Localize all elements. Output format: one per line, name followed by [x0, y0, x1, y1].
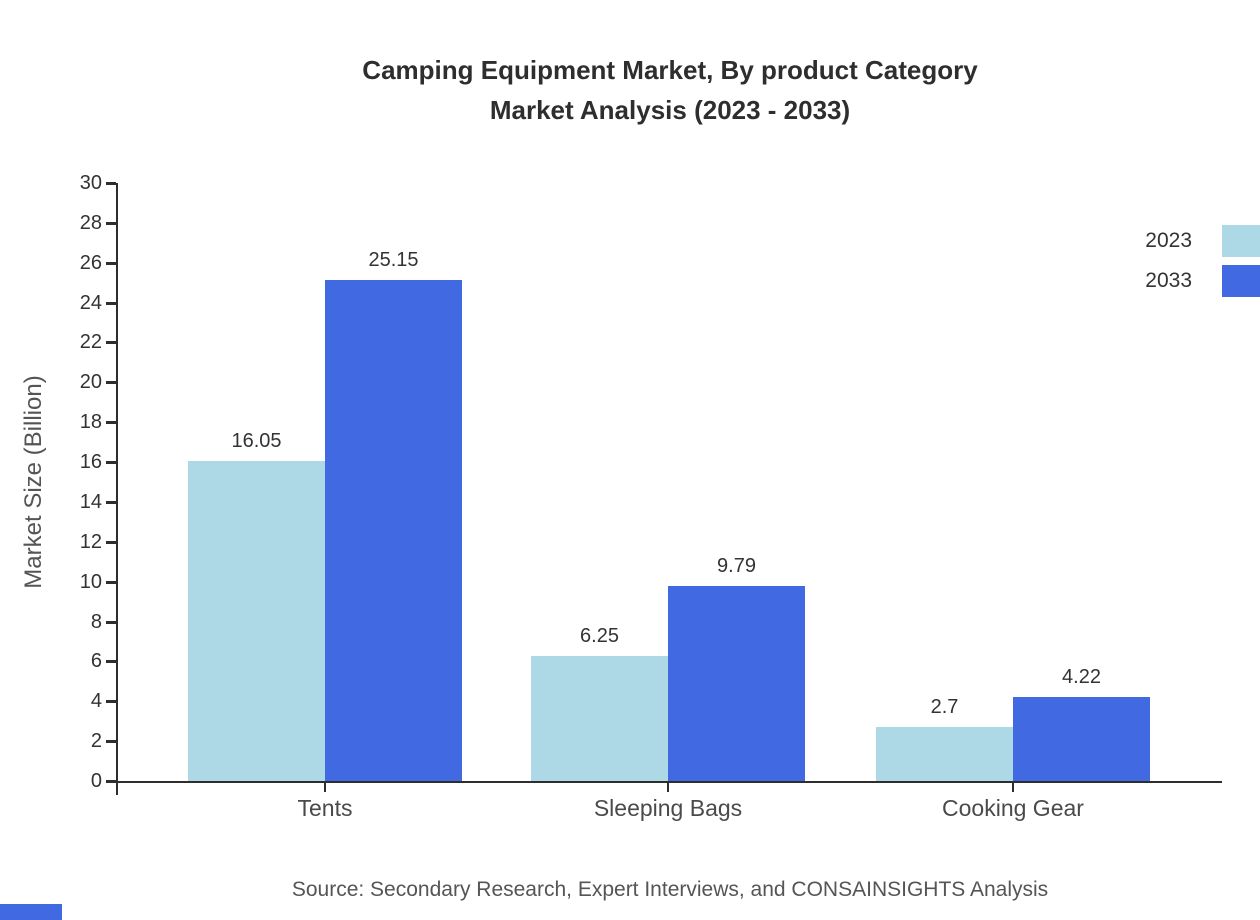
- y-tick-label-30: 30: [79, 172, 102, 194]
- y-tick-label-22: 22: [79, 331, 102, 354]
- bar-sleeping-bags-2023: [531, 656, 668, 781]
- bar-tents-2033: [325, 279, 462, 781]
- y-tick-mark: [106, 580, 116, 584]
- y-tick-mark: [106, 421, 116, 425]
- y-tick-label-6: 6: [90, 650, 102, 673]
- y-tick-label-8: 8: [90, 610, 102, 633]
- legend: 2023 2033: [1145, 221, 1260, 301]
- y-tick-mark: [106, 461, 116, 465]
- y-tick-label-28: 28: [79, 211, 102, 234]
- y-tick-mark: [106, 261, 116, 265]
- y-tick-mark: [106, 301, 116, 305]
- y-tick-label-0: 0: [90, 770, 102, 792]
- y-tick-label-20: 20: [79, 371, 102, 394]
- plot-area: 0 2 4 6 8 10 12 14 16 18 20 22 24 26 28 30 16.05 25.15 Ten…: [80, 172, 1222, 821]
- y-tick-label-18: 18: [79, 411, 102, 434]
- chart-title-line1: Camping Equipment Market, By product Cat…: [362, 55, 978, 85]
- bar-sleeping-bags-2033: [668, 585, 805, 781]
- y-tick-label-4: 4: [90, 690, 102, 713]
- y-tick-label-12: 12: [79, 530, 102, 553]
- y-tick-mark: [106, 500, 116, 504]
- x-axis-line: [116, 781, 1222, 783]
- x-category-label-tents: Tents: [297, 795, 353, 821]
- bar-tents-2023: [188, 461, 325, 781]
- y-tick-mark: [106, 660, 116, 664]
- y-tick-mark: [106, 381, 116, 385]
- y-tick-label-2: 2: [90, 730, 102, 753]
- y-axis-title: Market Size (Billion): [20, 375, 47, 589]
- y-axis-line: [116, 183, 118, 795]
- legend-swatch-2033: [1222, 265, 1260, 297]
- y-tick-mark: [106, 700, 116, 704]
- y-tick-mark: [106, 182, 116, 185]
- bar-cooking-gear-2023: [876, 727, 1013, 781]
- chart-title-line2: Market Analysis (2023 - 2033): [489, 95, 851, 125]
- y-tick-label-16: 16: [79, 451, 102, 474]
- x-category-label-sleeping-bags: Sleeping Bags: [593, 795, 743, 821]
- value-label-sleeping-bags-2023: 6.25: [580, 625, 619, 648]
- y-tick-label-26: 26: [79, 251, 102, 274]
- x-tick-mark: [1012, 783, 1014, 792]
- y-tick-mark: [106, 740, 116, 744]
- y-tick-label-24: 24: [79, 291, 102, 314]
- y-tick-mark: [106, 540, 116, 544]
- legend-item-2023: 2023: [1145, 221, 1260, 261]
- legend-swatch-2023: [1222, 225, 1260, 257]
- bar-cooking-gear-2033: [1013, 696, 1150, 781]
- value-label-tents-2023: 16.05: [231, 430, 282, 453]
- y-tick-label-10: 10: [79, 570, 102, 593]
- x-tick-mark: [324, 783, 326, 792]
- legend-label-2023: 2023: [1145, 229, 1192, 252]
- value-label-tents-2033: 25.15: [368, 248, 419, 271]
- y-tick-mark: [106, 620, 116, 624]
- x-category-label-cooking-gear: Cooking Gear: [942, 795, 1084, 821]
- source-text: Source: Secondary Research, Expert Inter…: [291, 878, 1049, 901]
- value-label-cooking-gear-2033: 4.22: [1062, 665, 1101, 688]
- legend-item-2033: 2033: [1145, 261, 1260, 301]
- corner-logo: [0, 904, 62, 920]
- chart-title: Camping Equipment Market, By product Cat…: [118, 50, 1222, 130]
- x-tick-mark: [667, 783, 669, 792]
- y-tick-mark: [106, 221, 116, 225]
- y-tick-mark: [106, 341, 116, 345]
- legend-label-2033: 2033: [1145, 269, 1192, 292]
- y-tick-label-14: 14: [79, 490, 102, 513]
- value-label-sleeping-bags-2033: 9.79: [717, 554, 756, 577]
- value-label-cooking-gear-2023: 2.7: [930, 696, 959, 719]
- y-tick-mark: [106, 780, 116, 783]
